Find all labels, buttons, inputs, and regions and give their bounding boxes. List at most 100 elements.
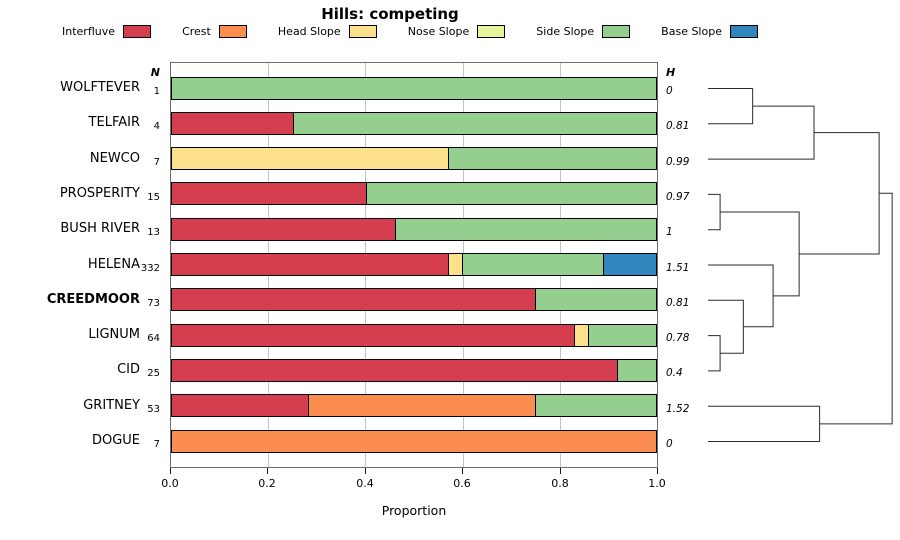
h-value: 0.81 [666, 120, 690, 132]
x-tick [170, 468, 171, 474]
bar-segment-base-slope [602, 254, 656, 275]
bar-segment-interfluve [172, 395, 308, 416]
legend-swatch-nose-slope [477, 25, 506, 38]
bar-segment-crest [172, 431, 656, 452]
x-tick-label: 0.0 [161, 477, 179, 490]
stacked-bar-cid [171, 359, 657, 382]
dendrogram-link [708, 105, 815, 160]
legend-item-base-slope: Base Slope [661, 25, 758, 38]
bar-segment-side-slope [588, 325, 656, 346]
dendrogram-link [708, 299, 744, 354]
bar-segment-side-slope [447, 148, 656, 169]
n-value: 13 [147, 227, 160, 238]
x-tick-label: 0.8 [551, 477, 569, 490]
dendrogram-link [799, 132, 880, 255]
bar-segment-side-slope [293, 113, 656, 134]
legend-swatch-head-slope [348, 25, 377, 38]
bar-segment-side-slope [172, 78, 656, 99]
bar-segment-interfluve [172, 254, 448, 275]
legend-label: Side Slope [536, 25, 595, 38]
bar-segment-crest [307, 395, 535, 416]
x-tick [267, 468, 268, 474]
dendrogram-link [708, 335, 721, 372]
legend-label: Nose Slope [407, 25, 470, 38]
stacked-bar-telfair [171, 112, 657, 135]
h-value: 0.81 [666, 297, 690, 309]
bar-segment-head-slope [447, 254, 463, 275]
column-header-h: H [666, 66, 676, 79]
h-value: 1.52 [666, 403, 690, 415]
x-tick-label: 1.0 [648, 477, 666, 490]
x-tick-label: 0.6 [453, 477, 471, 490]
n-value: 1 [153, 86, 160, 97]
dendrogram-link [720, 211, 800, 297]
legend-label: Crest [182, 25, 211, 38]
series-label: HELENA [87, 257, 140, 272]
h-value: 0.78 [666, 332, 690, 344]
legend-swatch-crest [218, 25, 247, 38]
bar-segment-head-slope [172, 148, 448, 169]
legend-item-side-slope: Side Slope [536, 25, 631, 38]
n-value: 25 [147, 368, 160, 379]
n-value: 53 [147, 404, 160, 415]
series-label: CID [117, 362, 140, 377]
legend-label: Head Slope [277, 25, 341, 38]
bar-segment-side-slope [535, 289, 656, 310]
bar-segment-interfluve [172, 360, 618, 381]
stacked-bar-helena [171, 253, 657, 276]
series-label: BUSH RIVER [60, 221, 140, 236]
series-label: DOGUE [91, 433, 140, 448]
bar-segment-interfluve [172, 183, 366, 204]
series-label: WOLFTEVER [60, 80, 140, 95]
n-value: 7 [153, 157, 160, 168]
series-label: TELFAIR [88, 115, 140, 130]
h-value: 0 [666, 438, 673, 450]
legend-item-interfluve: Interfluve [62, 25, 151, 38]
x-tick-label: 0.4 [356, 477, 374, 490]
stacked-bar-lignum [171, 324, 657, 347]
stacked-bar-bush-river [171, 218, 657, 241]
bar-segment-side-slope [617, 360, 656, 381]
h-value: 0.4 [666, 367, 683, 379]
x-tick [462, 468, 463, 474]
x-tick-label: 0.2 [258, 477, 276, 490]
stacked-bar-newco [171, 147, 657, 170]
n-value: 73 [147, 298, 160, 309]
legend-swatch-side-slope [602, 25, 631, 38]
h-value: 0.97 [666, 191, 690, 203]
dendrogram-link [708, 405, 821, 442]
column-header-n: N [150, 66, 160, 79]
h-value: 1.51 [666, 262, 690, 274]
x-axis-title: Proportion [381, 503, 447, 518]
x-tick [365, 468, 366, 474]
legend-item-nose-slope: Nose Slope [407, 25, 506, 38]
bar-segment-interfluve [172, 219, 395, 240]
legend-swatch-base-slope [729, 25, 758, 38]
bar-segment-side-slope [462, 254, 603, 275]
legend-item-crest: Crest [182, 25, 247, 38]
dendrogram-link [708, 193, 721, 231]
series-label: GRITNEY [83, 398, 140, 413]
dendrogram-link [708, 88, 754, 125]
series-label: NEWCO [89, 151, 140, 166]
dendrogram-link [708, 264, 774, 328]
stacked-bar-creedmoor [171, 288, 657, 311]
stacked-bar-prosperity [171, 182, 657, 205]
series-label: LIGNUM [88, 327, 140, 342]
bar-segment-interfluve [172, 289, 535, 310]
dendrogram [708, 88, 893, 442]
stacked-bar-gritney [171, 394, 657, 417]
series-label: PROSPERITY [59, 186, 140, 201]
series-label: CREEDMOOR [46, 292, 140, 307]
legend-label: Base Slope [661, 25, 722, 38]
n-value: 7 [153, 439, 160, 450]
stacked-bar-wolftever [171, 77, 657, 100]
chart-title: Hills: competing [321, 5, 459, 23]
plot-area [170, 62, 658, 468]
h-value: 0 [666, 85, 673, 97]
x-tick [657, 468, 658, 474]
legend-label: Interfluve [62, 25, 115, 38]
stacked-bar-dogue [171, 430, 657, 453]
bar-segment-interfluve [172, 113, 293, 134]
